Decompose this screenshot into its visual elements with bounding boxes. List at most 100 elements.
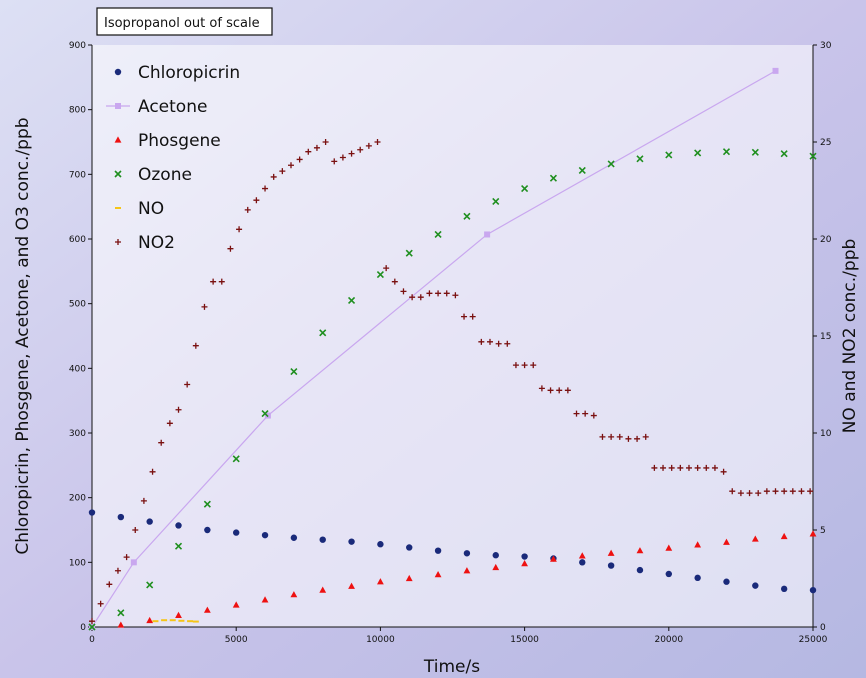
no2-point (348, 150, 355, 157)
no2-point (97, 600, 104, 607)
no2-point (158, 439, 165, 446)
no2-point (660, 464, 667, 471)
ozone-point (146, 581, 154, 589)
no2-point (106, 581, 113, 588)
legend-swatch (114, 170, 122, 178)
no2-point (521, 362, 528, 369)
no2-point (720, 468, 727, 475)
series-no (152, 619, 199, 623)
phosgene-point (348, 582, 355, 589)
no2-point (149, 468, 156, 475)
chloropicrin-point (406, 544, 413, 551)
phosgene-point (521, 560, 528, 567)
no2-point (668, 464, 675, 471)
no2-point (599, 433, 606, 440)
ozone-point (694, 149, 702, 157)
no2-point (573, 410, 580, 417)
no2-point (789, 488, 796, 495)
legend-swatch (114, 68, 122, 76)
chloropicrin-point (88, 509, 96, 516)
x-tick-label: 20000 (654, 635, 683, 645)
chloropicrin-point (780, 585, 788, 593)
phosgene-point (117, 621, 125, 628)
no2-point (409, 294, 416, 301)
series-chloropicrin (88, 509, 817, 594)
phosgene-point (665, 544, 673, 551)
ozone-point (607, 160, 615, 168)
no2-point (244, 206, 251, 213)
phosgene-point (751, 535, 759, 542)
series-ozone (88, 148, 817, 631)
chloropicrin-point (636, 566, 644, 574)
no2-point (132, 527, 139, 533)
no2-point (504, 340, 511, 347)
y-right-tick-label: 25 (820, 138, 831, 148)
no2-point (253, 197, 260, 204)
chloropicrin-point (261, 531, 269, 539)
y-right-tick-label: 30 (820, 41, 832, 51)
phosgene-point (319, 586, 327, 593)
no2-point (391, 278, 398, 285)
chloropicrin-point (809, 586, 817, 594)
ozone-point (463, 212, 471, 220)
chloropicrin-point (290, 534, 298, 541)
chloropicrin-point (233, 529, 240, 536)
no2-point (582, 410, 589, 417)
phosgene-point (723, 538, 730, 545)
ozone-point (405, 249, 413, 257)
phosgene-point (377, 578, 384, 585)
legend-label: Acetone (138, 97, 207, 117)
y-right-tick-label: 0 (820, 623, 826, 633)
no2-point (556, 387, 563, 394)
chloropicrin-point (492, 552, 499, 559)
no2-point (357, 146, 364, 153)
chloropicrin-point (723, 578, 730, 585)
x-tick-label: 0 (89, 635, 95, 645)
phosgene-point (405, 574, 413, 582)
legend-item-no2: NO2 (115, 233, 175, 253)
chloropicrin-point (694, 574, 701, 582)
no2-point (201, 303, 208, 310)
no2-point (538, 385, 545, 392)
x-tick-label: 15000 (510, 635, 539, 645)
no2-point (512, 362, 519, 369)
no2-point (564, 387, 571, 394)
no2-point (755, 490, 762, 497)
no2-point (634, 435, 641, 442)
data-marks (88, 67, 817, 631)
y-left-tick-label: 600 (69, 235, 86, 245)
legend-item-no: NO (115, 199, 164, 219)
phosgene-point (809, 530, 817, 537)
acetone-point (484, 231, 491, 238)
no2-point (608, 433, 615, 440)
legend-label: Chloropicrin (138, 63, 240, 83)
legend-item-acetone: Acetone (106, 97, 207, 117)
y-left-tick-label: 500 (69, 300, 86, 310)
no2-point (486, 338, 493, 345)
ozone-point (290, 368, 298, 376)
no2-point (807, 488, 814, 495)
no2-point (443, 290, 450, 297)
plot-area (92, 45, 813, 627)
y-left-tick-label: 700 (69, 170, 86, 180)
phosgene-point (780, 532, 788, 540)
no2-point (590, 412, 597, 419)
y-right-tick-label: 20 (820, 235, 832, 245)
no2-point (711, 464, 718, 471)
no2-point (270, 173, 277, 180)
no2-point (616, 433, 623, 440)
ozone-point (578, 166, 586, 175)
ozone-point (174, 542, 183, 550)
no2-point (763, 488, 770, 495)
legend-item-ozone: Ozone (114, 165, 192, 185)
no2-point (642, 433, 649, 440)
no2-point (192, 342, 199, 349)
ozone-point (117, 609, 125, 617)
no2-point (772, 488, 779, 495)
phosgene-point (203, 606, 211, 613)
y-left-tick-label: 100 (69, 558, 86, 568)
chloropicrin-point (377, 541, 384, 548)
chloropicrin-point (434, 547, 442, 554)
y-right-axis-label: NO and NO2 conc./ppb (840, 239, 860, 434)
